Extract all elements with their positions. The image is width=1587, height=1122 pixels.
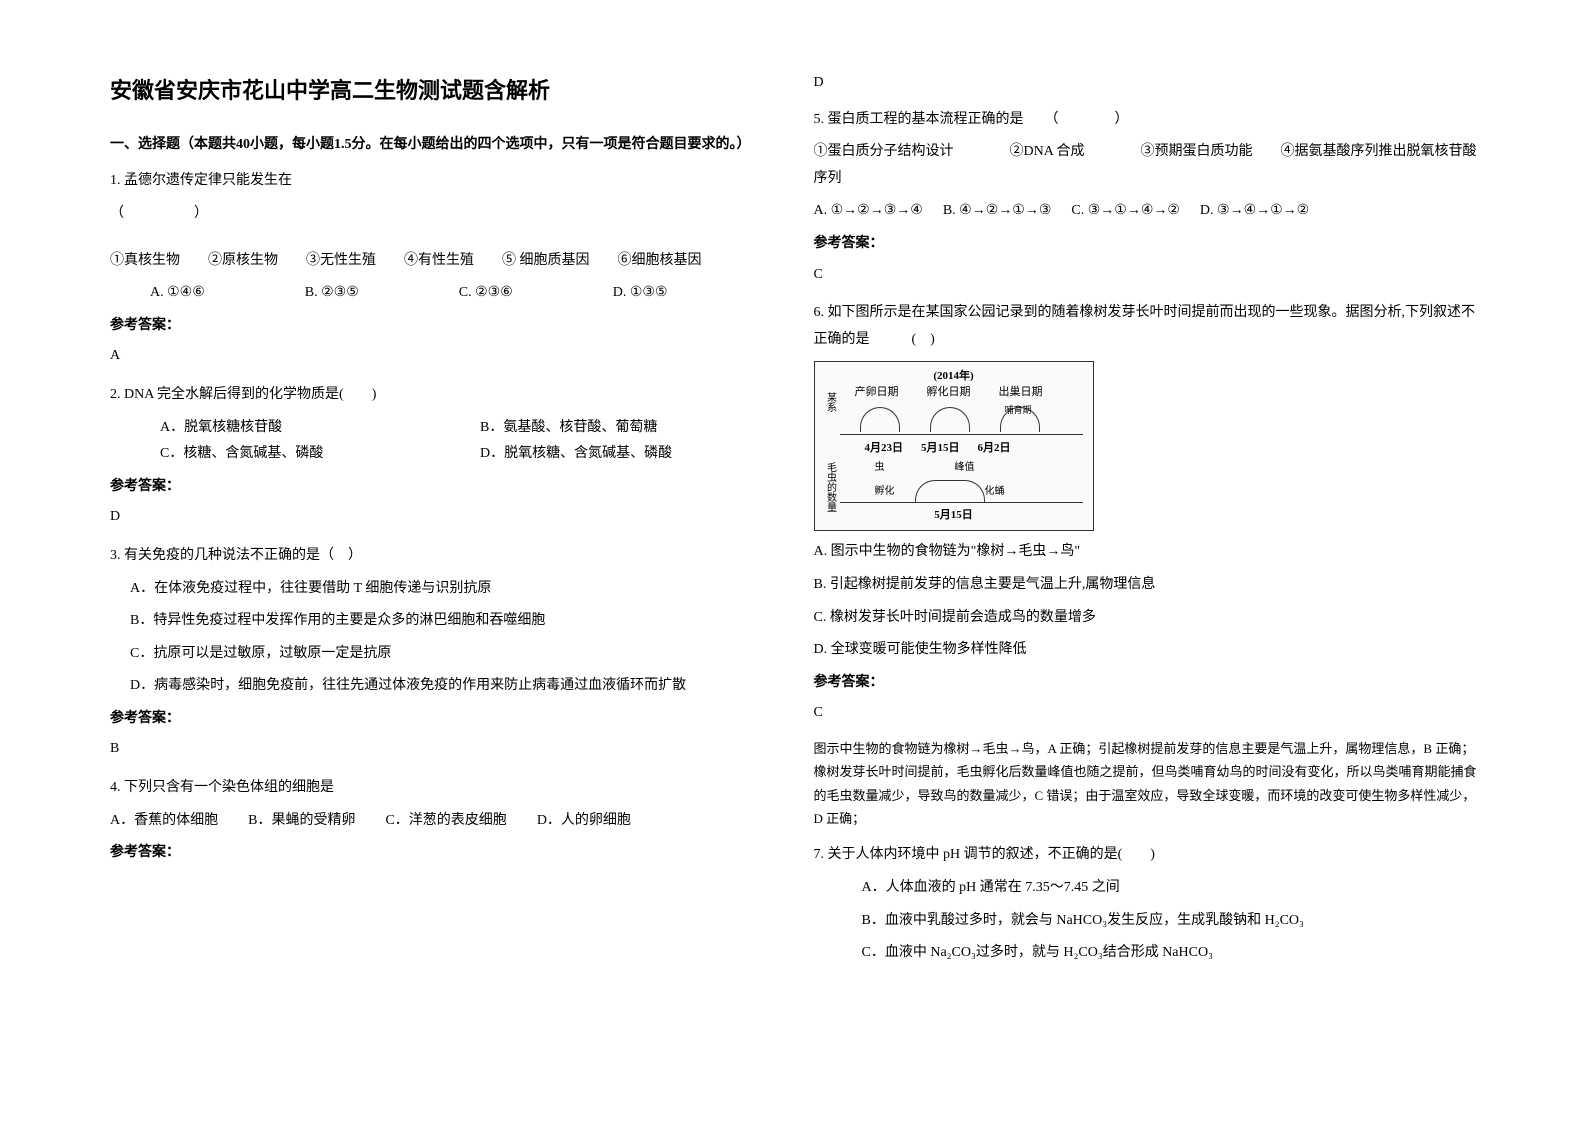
- fig-date-3: 6月2日: [978, 438, 1011, 459]
- q1-blank: （ ）: [110, 201, 774, 228]
- fig-lower-1: 虫: [875, 458, 885, 477]
- q4-opt-d: D．人的卵细胞: [537, 808, 631, 835]
- q7-opt-a: A．人体血液的 pH 通常在 7.35～7.45 之间: [834, 875, 1478, 902]
- q5-opt-c: C. ③→①→④→②: [1071, 198, 1180, 225]
- q4-opt-a: A．香蕉的体细胞: [110, 808, 218, 835]
- fig-lower-mid: 孵化 化蛹: [875, 482, 1005, 501]
- q2-opt-d: D．脱氧核糖、含氮碱基、磷酸: [480, 441, 672, 468]
- q5-items: ①蛋白质分子结构设计 ②DNA 合成 ③预期蛋白质功能 ④据氨基酸序列推出脱氧核…: [814, 139, 1478, 192]
- fig-peak-2: [930, 407, 970, 432]
- fig-xaxis-1: [840, 434, 1083, 435]
- fig-top-labels: 产卵日期 孵化日期 出巢日期: [855, 382, 1043, 403]
- q7-opt-c: C．血液中 Na₂CO₃过多时，就与 H₂CO₃结合形成 NaHCO₃: [834, 940, 1478, 967]
- fig-bottom-date: 5月15日: [934, 505, 973, 526]
- q5-answer: C: [814, 262, 1478, 289]
- fig-arrow-2: 化蛹: [985, 482, 1005, 501]
- fig-breed: 哺育期: [1005, 402, 1032, 419]
- fig-lower-2: 峰值: [955, 458, 975, 477]
- q1-text: 1. 孟德尔遗传定律只能发生在: [110, 168, 774, 195]
- q5-answer-label: 参考答案：: [814, 231, 1478, 258]
- q4-opt-b: B．果蝇的受精卵: [248, 808, 355, 835]
- q1-opt-a: A. ①④⑥: [150, 280, 205, 307]
- q6-opt-a: A. 图示中生物的食物链为"橡树→毛虫→鸟": [814, 539, 1478, 566]
- q2-answer-label: 参考答案：: [110, 474, 774, 501]
- fig-label-1: 产卵日期: [855, 382, 899, 403]
- q3-opt-a: A．在体液免疫过程中，往往要借助 T 细胞传递与识别抗原: [130, 576, 774, 603]
- q5-text: 5. 蛋白质工程的基本流程正确的是 （ ）: [814, 107, 1478, 134]
- section-heading: 一、选择题（本题共40小题，每小题1.5分。在每小题给出的四个选项中，只有一项是…: [110, 132, 774, 159]
- q5-opt-d: D. ③→④→①→②: [1200, 198, 1309, 225]
- q6-answer: C: [814, 700, 1478, 727]
- question-6: 6. 如下图所示是在某国家公园记录到的随着橡树发芽长叶时间提前而出现的一些现象。…: [814, 300, 1478, 830]
- question-5: 5. 蛋白质工程的基本流程正确的是 （ ） ①蛋白质分子结构设计 ②DNA 合成…: [814, 107, 1478, 289]
- q2-opt-a: A．脱氧核糖核苷酸: [160, 415, 420, 442]
- q3-answer: B: [110, 736, 774, 763]
- left-column: 安徽省安庆市花山中学高二生物测试题含解析 一、选择题（本题共40小题，每小题1.…: [90, 70, 794, 1052]
- q1-answer-label: 参考答案：: [110, 313, 774, 340]
- q5-options: A. ①→②→③→④ B. ④→②→①→③ C. ③→①→④→② D. ③→④→…: [814, 198, 1478, 225]
- q6-figure: (2014年) 某系 产卵日期 孵化日期 出巢日期 哺育期 4月23日 5月15…: [814, 361, 1094, 531]
- q4-text: 4. 下列只含有一个染色体组的细胞是: [110, 775, 774, 802]
- q3-text: 3. 有关免疫的几种说法不正确的是（ ）: [110, 543, 774, 570]
- q4-opt-c: C．洋葱的表皮细胞: [385, 808, 506, 835]
- q1-opt-b: B. ②③⑤: [305, 280, 359, 307]
- q3-opt-d: D．病毒感染时，细胞免疫前，往往先通过体液免疫的作用来防止病毒通过血液循环而扩散: [130, 673, 774, 700]
- question-1: 1. 孟德尔遗传定律只能发生在 （ ） ①真核生物 ②原核生物 ③无性生殖 ④有…: [110, 168, 774, 370]
- question-7: 7. 关于人体内环境中 pH 调节的叙述，不正确的是( ) A．人体血液的 pH…: [814, 842, 1478, 966]
- fig-ylabel-2: 毛虫的数量: [821, 462, 840, 512]
- q2-answer: D: [110, 504, 774, 531]
- q2-text: 2. DNA 完全水解后得到的化学物质是( ): [110, 382, 774, 409]
- question-4: 4. 下列只含有一个染色体组的细胞是 A．香蕉的体细胞 B．果蝇的受精卵 C．洋…: [110, 775, 774, 867]
- q6-answer-label: 参考答案：: [814, 670, 1478, 697]
- q2-options-row2: C．核糖、含氮碱基、磷酸 D．脱氧核糖、含氮碱基、磷酸: [160, 441, 774, 468]
- fig-date-1: 4月23日: [865, 438, 904, 459]
- q1-answer: A: [110, 343, 774, 370]
- q6-opt-b: B. 引起橡树提前发芽的信息主要是气温上升,属物理信息: [814, 572, 1478, 599]
- right-column: D 5. 蛋白质工程的基本流程正确的是 （ ） ①蛋白质分子结构设计 ②DNA …: [794, 70, 1498, 1052]
- q1-items: ①真核生物 ②原核生物 ③无性生殖 ④有性生殖 ⑤ 细胞质基因 ⑥细胞核基因: [110, 248, 774, 275]
- fig-ylabel-1: 某系: [821, 392, 840, 412]
- q2-opt-b: B．氨基酸、核苷酸、葡萄糖: [480, 415, 657, 442]
- q3-answer-label: 参考答案：: [110, 706, 774, 733]
- fig-dates: 4月23日 5月15日 6月2日: [865, 438, 1011, 459]
- q2-options-row1: A．脱氧核糖核苷酸 B．氨基酸、核苷酸、葡萄糖: [160, 415, 774, 442]
- question-2: 2. DNA 完全水解后得到的化学物质是( ) A．脱氧核糖核苷酸 B．氨基酸、…: [110, 382, 774, 531]
- question-3: 3. 有关免疫的几种说法不正确的是（ ） A．在体液免疫过程中，往往要借助 T …: [110, 543, 774, 763]
- q4-options: A．香蕉的体细胞 B．果蝇的受精卵 C．洋葱的表皮细胞 D．人的卵细胞: [110, 808, 774, 835]
- fig-arrow-1: 孵化: [875, 482, 895, 501]
- fig-label-2: 孵化日期: [927, 382, 971, 403]
- page-title: 安徽省安庆市花山中学高二生物测试题含解析: [110, 70, 774, 112]
- q1-opt-c: C. ②③⑥: [459, 280, 513, 307]
- fig-xaxis-2: [840, 502, 1083, 503]
- q6-text: 6. 如下图所示是在某国家公园记录到的随着橡树发芽长叶时间提前而出现的一些现象。…: [814, 300, 1478, 353]
- fig-lower-labels: 虫 峰值: [875, 458, 975, 477]
- q3-opt-c: C．抗原可以是过敏原，过敏原一定是抗原: [130, 641, 774, 668]
- q4-answer: D: [814, 70, 1478, 97]
- q5-opt-a: A. ①→②→③→④: [814, 198, 923, 225]
- q7-text: 7. 关于人体内环境中 pH 调节的叙述，不正确的是( ): [814, 842, 1478, 869]
- fig-peak-1: [860, 407, 900, 432]
- q1-opt-d: D. ①③⑤: [613, 280, 668, 307]
- q7-opt-b: B．血液中乳酸过多时，就会与 NaHCO₃发生反应，生成乳酸钠和 H₂CO₃: [834, 908, 1478, 935]
- q6-opt-c: C. 橡树发芽长叶时间提前会造成鸟的数量增多: [814, 605, 1478, 632]
- q6-explanation: 图示中生物的食物链为橡树→毛虫→鸟，A 正确；引起橡树提前发芽的信息主要是气温上…: [814, 737, 1478, 831]
- q3-opt-b: B．特异性免疫过程中发挥作用的主要是众多的淋巴细胞和吞噬细胞: [130, 608, 774, 635]
- q6-opt-d: D. 全球变暖可能使生物多样性降低: [814, 637, 1478, 664]
- fig-date-2: 5月15日: [921, 438, 960, 459]
- q1-options: A. ①④⑥ B. ②③⑤ C. ②③⑥ D. ①③⑤: [150, 280, 774, 307]
- fig-label-3: 出巢日期: [999, 382, 1043, 403]
- q2-opt-c: C．核糖、含氮碱基、磷酸: [160, 441, 420, 468]
- q4-answer-label: 参考答案：: [110, 840, 774, 867]
- q5-opt-b: B. ④→②→①→③: [943, 198, 1052, 225]
